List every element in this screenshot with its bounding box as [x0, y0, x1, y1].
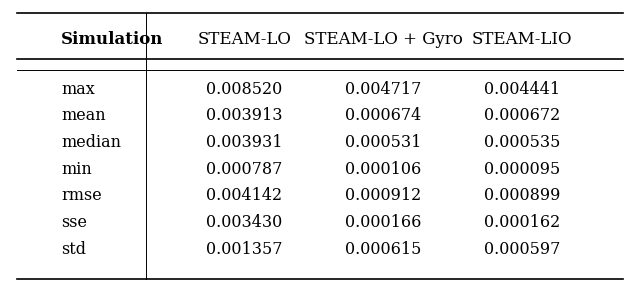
Text: 0.003931: 0.003931 — [206, 134, 282, 151]
Text: 0.000899: 0.000899 — [484, 187, 561, 204]
Text: 0.000674: 0.000674 — [345, 107, 421, 124]
Text: 0.000095: 0.000095 — [484, 161, 560, 178]
Text: 0.000162: 0.000162 — [484, 214, 560, 231]
Text: 0.000597: 0.000597 — [484, 241, 561, 258]
Text: median: median — [61, 134, 121, 151]
Text: max: max — [61, 81, 95, 98]
Text: 0.000106: 0.000106 — [345, 161, 421, 178]
Text: 0.004717: 0.004717 — [345, 81, 421, 98]
Text: 0.000615: 0.000615 — [345, 241, 421, 258]
Text: STEAM-LO + Gyro: STEAM-LO + Gyro — [304, 31, 463, 48]
Text: rmse: rmse — [61, 187, 102, 204]
Text: 0.000787: 0.000787 — [206, 161, 282, 178]
Text: 0.003430: 0.003430 — [206, 214, 282, 231]
Text: 0.000531: 0.000531 — [345, 134, 421, 151]
Text: min: min — [61, 161, 92, 178]
Text: 0.004142: 0.004142 — [206, 187, 282, 204]
Text: Simulation: Simulation — [61, 31, 163, 48]
Text: 0.000535: 0.000535 — [484, 134, 561, 151]
Text: 0.000912: 0.000912 — [345, 187, 421, 204]
Text: STEAM-LO: STEAM-LO — [197, 31, 291, 48]
Text: 0.004441: 0.004441 — [484, 81, 560, 98]
Text: STEAM-LIO: STEAM-LIO — [472, 31, 572, 48]
Text: mean: mean — [61, 107, 106, 124]
Text: 0.003913: 0.003913 — [206, 107, 282, 124]
Text: 0.000672: 0.000672 — [484, 107, 560, 124]
Text: 0.008520: 0.008520 — [206, 81, 282, 98]
Text: 0.000166: 0.000166 — [345, 214, 421, 231]
Text: std: std — [61, 241, 86, 258]
Text: 0.001357: 0.001357 — [206, 241, 282, 258]
Text: sse: sse — [61, 214, 87, 231]
